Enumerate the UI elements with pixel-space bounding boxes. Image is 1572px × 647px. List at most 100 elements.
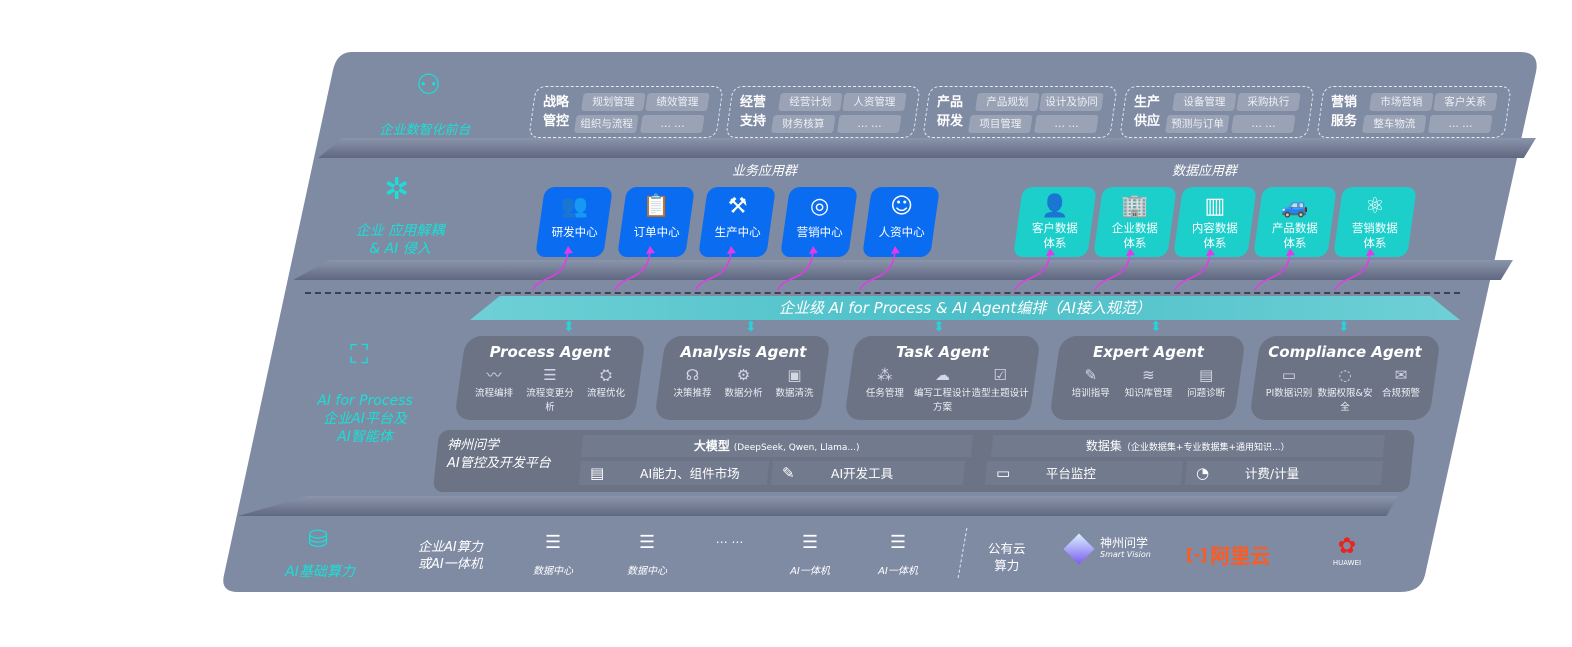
node-ellipsis: … … (716, 532, 744, 546)
capability-icon: ✉ (1394, 366, 1408, 384)
data-group-title: 数据应用群 (1172, 164, 1238, 179)
connector-arrow (1334, 249, 1371, 291)
arrow-head (1286, 248, 1295, 256)
front-layer-label: 企业数智化前台 (379, 123, 471, 138)
arrow-head (891, 246, 900, 254)
capability-icon: ▣ (787, 366, 802, 384)
agent-capability: ⚙ 数据分析 (718, 365, 768, 399)
database-icon: ⛁ (308, 525, 329, 553)
aliyun-text: 阿里云 (1210, 544, 1271, 568)
gauge-icon: ◔ (1196, 464, 1210, 482)
down-arrow-icon: ⬍ (563, 319, 575, 335)
agent-capability: ⛭ 流程优化 (578, 365, 633, 413)
capability-label: 流程编排 (474, 388, 513, 399)
arrow-head (1206, 248, 1215, 256)
agent-capability: ✉ 合规预警 (1373, 365, 1428, 413)
ai-side-label: AI for Process 企业AI平台及 AI智能体 (300, 392, 430, 446)
down-arrow-icon: ⬍ (1150, 319, 1162, 335)
market-icon: ▤ (590, 464, 605, 482)
platform-tool[interactable]: ▤ AI能力、组件市场 (578, 461, 770, 485)
node-label: 数据中心 (627, 566, 667, 577)
compute-node: ☰ AI一体机 (868, 532, 928, 577)
server-icon: ☰ (544, 532, 561, 553)
layer-divider (293, 260, 1513, 280)
agent-name: Process Agent (489, 343, 611, 361)
connector-arrow (614, 247, 651, 291)
capability-icon: ☑ (993, 366, 1007, 384)
platform-tool[interactable]: ✎ AI开发工具 (770, 461, 966, 485)
dataset-bar: 数据集（企业数据集+专业数据集+通用知识...） (990, 435, 1386, 457)
down-arrow-icon: ⬍ (933, 319, 945, 335)
platform-title-line: 神州问学 (447, 438, 500, 453)
capability-icon: ≋ (1142, 366, 1155, 384)
infra-label-line: 企业AI算力 (418, 540, 483, 555)
dev-tool-icon: ✎ (782, 464, 795, 482)
server-icon: ☰ (638, 532, 655, 553)
capability-label: 流程变更分析 (526, 388, 574, 413)
model-bar: 大模型 (DeepSeek, Qwen, Llama...) (580, 435, 974, 457)
agent-capability: 〰流程编排 (466, 365, 521, 413)
agent-name: Analysis Agent (680, 343, 807, 361)
arrow-head (1046, 248, 1055, 256)
apps-side-line: 企业 应用解耦 (355, 223, 445, 239)
connector-arrow (1094, 249, 1131, 291)
connector-arrow (1174, 249, 1211, 291)
compute-node: ☰ AI一体机 (780, 532, 840, 577)
agent-capability: ▭ PI数据识别 (1261, 365, 1316, 413)
server-icon: ☰ (801, 532, 818, 553)
public-cloud-line: 算力 (994, 558, 1020, 573)
arrow-head (809, 246, 818, 254)
capability-icon: ☁ (934, 366, 950, 384)
banner-text: 企业级 AI for Process & AI Agent编排（AI接入规范） (779, 299, 1151, 317)
capability-label: 问题诊断 (1187, 388, 1226, 399)
platform-tool[interactable]: ◔ 计费/计量 (1184, 461, 1384, 485)
capability-icon: ☊ (685, 366, 700, 384)
tool-label: 计费/计量 (1244, 466, 1300, 481)
face-scan-icon: ⛶ (350, 340, 369, 370)
huawei-logo: ✿ HUAWEI (1322, 535, 1372, 568)
molecule-icon: ✲ (384, 172, 410, 207)
agent-card[interactable]: Analysis Agent ☊ 决策推荐 ⚙ 数据分析 ▣ 数据清洗 (654, 336, 831, 420)
model-note: (DeepSeek, Qwen, Llama...) (733, 443, 860, 453)
connector-arrow (777, 247, 814, 291)
capability-label: 造型主题设计 (971, 388, 1029, 399)
layer-divider (238, 496, 1398, 516)
agent-card[interactable]: Task Agent ⁂ 任务管理 ☁ 编写工程设计方案 ☑ 造型主题设计 (844, 336, 1041, 420)
ai-side-line: AI智能体 (337, 429, 393, 445)
ai-side-line: 企业AI平台及 (323, 411, 407, 427)
huawei-text: HUAWEI (1332, 559, 1362, 567)
node-label: AI一体机 (790, 566, 830, 577)
compute-node: ☰ 数据中心 (523, 532, 583, 577)
agent-name: Expert Agent (1092, 343, 1204, 361)
capability-label: 流程优化 (586, 388, 625, 399)
apps-side-label: 企业 应用解耦 & AI 侵入 (345, 222, 455, 258)
orchestration-banner: 企业级 AI for Process & AI Agent编排（AI接入规范） (470, 296, 1460, 320)
apps-side-line: & AI 侵入 (369, 241, 431, 257)
smart-vision-en: Smart Vision (1100, 550, 1151, 559)
capability-label: 知识库管理 (1124, 388, 1173, 399)
capability-label: 数据清洗 (775, 388, 814, 399)
capability-label: 编写工程设计方案 (913, 388, 971, 413)
down-arrow-icon: ⬍ (745, 319, 757, 335)
arrow-head (1126, 248, 1135, 256)
platform-tool[interactable]: ▭ 平台监控 (984, 461, 1184, 485)
capability-label: 数据分析 (724, 388, 763, 399)
agent-card[interactable]: Process Agent 〰流程编排 ☰ 流程变更分析 ⛭ 流程优化 (454, 336, 646, 420)
infra-label-line: 或AI一体机 (418, 557, 483, 572)
capability-label: 决策推荐 (673, 388, 712, 399)
capability-label: PI数据识别 (1265, 388, 1313, 399)
agent-capability: ⁂ 任务管理 (856, 365, 913, 413)
arrow-head (727, 246, 736, 254)
agent-card[interactable]: Expert Agent ✎ 培训指导 ≋ 知识库管理 ▤ 问题诊断 (1049, 336, 1246, 420)
agent-card[interactable]: Compliance Agent ▭ PI数据识别 ◌ 数据权限&安全 ✉ 合规预警 (1249, 336, 1441, 420)
capability-icon: ▤ (1199, 366, 1214, 384)
tool-label: AI开发工具 (830, 466, 893, 481)
agent-capability: ☑ 造型主题设计 (972, 365, 1029, 413)
agent-capability: ▤ 问题诊断 (1178, 365, 1235, 399)
smart-vision-diamond-icon (1063, 533, 1095, 565)
agent-name: Task Agent (895, 343, 990, 361)
tool-label: AI能力、组件市场 (640, 466, 740, 481)
compute-node: ☰ 数据中心 (617, 532, 677, 577)
platform-title-line: AI管控及开发平台 (447, 456, 551, 471)
